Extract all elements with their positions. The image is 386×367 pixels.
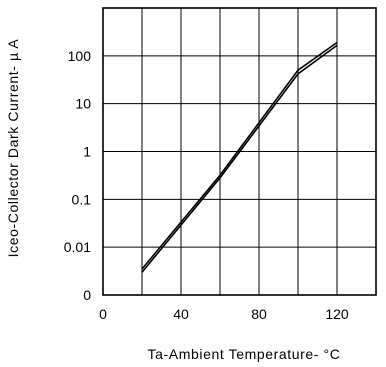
y-tick-label: 100 — [68, 48, 92, 64]
y-tick-label: 0.1 — [72, 191, 92, 207]
y-tick-labels: 0 0.01 0.1 1 10 100 — [64, 48, 91, 303]
y-tick-label: 0 — [83, 287, 91, 303]
y-tick-label: 0.01 — [64, 239, 91, 255]
y-axis-label: Iceo-Collector Dark Current- µ A — [5, 39, 21, 258]
series-group — [141, 41, 338, 273]
series-line — [141, 44, 338, 273]
y-tick-label: 10 — [75, 96, 91, 112]
y-tick-label: 1 — [83, 144, 91, 160]
x-tick-label: 80 — [251, 306, 267, 322]
x-tick-labels: 0 40 80 120 — [99, 306, 349, 322]
x-axis-label: Ta-Ambient Temperature- °C — [148, 346, 341, 362]
series-line — [141, 41, 338, 270]
plot-border — [102, 7, 377, 296]
x-tick-label: 40 — [173, 306, 189, 322]
x-tick-label: 0 — [99, 306, 107, 322]
x-tick-label: 120 — [325, 306, 349, 322]
